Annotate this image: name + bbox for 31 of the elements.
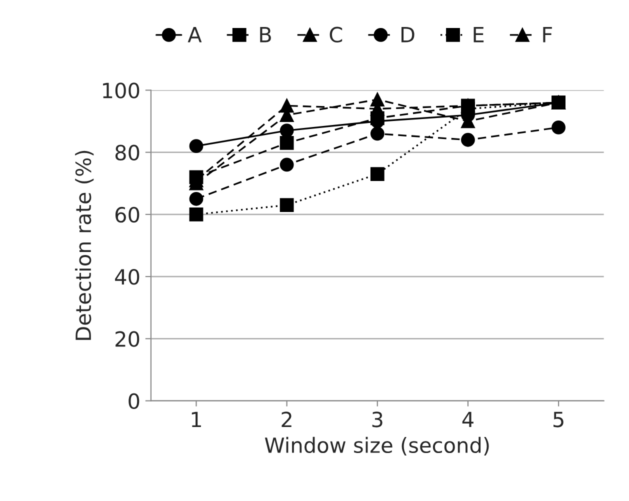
- point: [552, 120, 566, 134]
- point: [370, 167, 384, 181]
- point: [280, 124, 294, 138]
- point: [280, 198, 294, 212]
- y-tick-label: 80: [115, 144, 140, 161]
- point: [461, 132, 475, 147]
- point: [280, 136, 294, 150]
- y-tick-label: 60: [115, 206, 140, 223]
- y-tick-label: 0: [128, 393, 140, 410]
- point: [370, 126, 384, 141]
- point: [189, 207, 204, 222]
- x-tick-label: 4: [462, 412, 474, 428]
- y-tick-label: 20: [116, 331, 140, 347]
- legend-label: A: [188, 27, 202, 42]
- point: [280, 98, 294, 113]
- point: [280, 158, 294, 172]
- point: [189, 139, 204, 154]
- x-axis-title: Window size (second): [264, 436, 489, 456]
- legend-label: B: [260, 27, 271, 42]
- y-tick-label: 100: [103, 82, 140, 98]
- x-tick-label: 3: [372, 412, 382, 428]
- y-axis-title: Detection rate (%): [75, 150, 94, 340]
- x-tick-label: 1: [192, 412, 201, 428]
- legend-label: D: [402, 27, 414, 42]
- legend-label: F: [543, 27, 552, 42]
- y-tick-label: 40: [115, 269, 140, 285]
- point: [189, 192, 204, 206]
- x-tick-label: 2: [282, 412, 292, 428]
- legend-label: C: [330, 26, 342, 43]
- legend-label: E: [474, 27, 484, 42]
- x-tick-label: 5: [554, 412, 564, 428]
